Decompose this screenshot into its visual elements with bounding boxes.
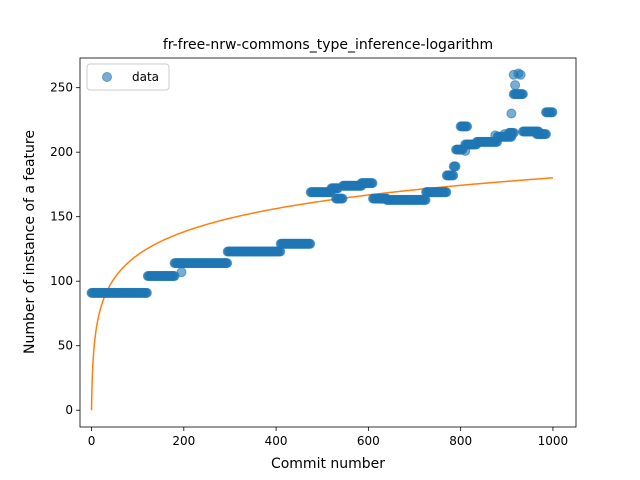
y-tick-label: 0 <box>65 403 73 417</box>
data-point <box>490 130 501 141</box>
data-point <box>367 178 378 189</box>
data-point <box>508 127 519 138</box>
y-tick-label: 100 <box>50 274 73 288</box>
data-point <box>547 107 558 118</box>
data-point <box>337 193 348 204</box>
data-point <box>450 161 461 172</box>
x-tick-label: 0 <box>88 434 96 448</box>
y-axis-ticks: 0 50 100 150 200 250 <box>50 81 80 417</box>
y-tick-label: 150 <box>50 210 73 224</box>
x-tick-label: 1000 <box>538 434 569 448</box>
y-tick-label: 250 <box>50 81 73 95</box>
data-point <box>460 145 471 156</box>
data-point <box>305 238 316 249</box>
x-axis-label: Commit number <box>271 456 385 472</box>
plot-border <box>79 57 577 428</box>
legend-label-data: data <box>132 70 159 84</box>
data-point <box>222 258 233 269</box>
chart-title: fr-free-nrw-commons_type_inference-logar… <box>163 37 493 53</box>
legend: data <box>86 63 170 91</box>
x-axis-ticks: 0 200 400 600 800 1000 <box>88 427 568 448</box>
plot-area <box>79 57 577 428</box>
y-tick-label: 200 <box>50 145 73 159</box>
data-point <box>506 108 517 119</box>
data-point <box>141 287 152 298</box>
data-point <box>510 80 521 91</box>
scatter-points <box>86 68 558 298</box>
data-point <box>441 187 452 198</box>
data-point <box>517 89 528 100</box>
x-tick-label: 600 <box>357 434 380 448</box>
data-point <box>515 69 526 80</box>
data-point <box>499 129 510 140</box>
x-tick-label: 200 <box>172 434 195 448</box>
data-point <box>541 129 552 140</box>
legend-box <box>86 63 170 91</box>
y-axis-label: Number of instance of a feature <box>22 130 38 354</box>
plot-frame <box>80 58 576 427</box>
y-tick-label: 50 <box>58 339 73 353</box>
data-point <box>448 170 459 181</box>
x-tick-label: 400 <box>265 434 288 448</box>
data-point <box>176 267 187 278</box>
legend-marker-data <box>102 72 112 82</box>
data-point <box>462 121 473 132</box>
x-tick-label: 800 <box>449 434 472 448</box>
